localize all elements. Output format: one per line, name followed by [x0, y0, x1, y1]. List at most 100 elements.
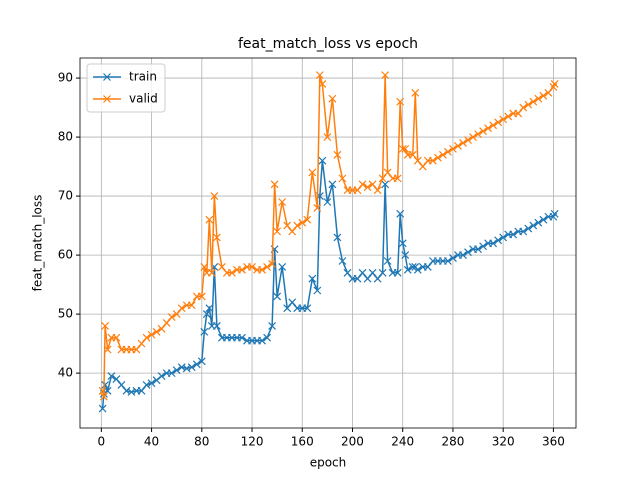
legend-label: train [129, 70, 157, 84]
y-tick-label: 80 [58, 130, 73, 144]
marker [443, 257, 452, 265]
marker [469, 133, 477, 141]
marker [459, 139, 467, 147]
marker [303, 304, 312, 313]
marker [550, 80, 559, 88]
marker [263, 333, 272, 342]
marker [187, 363, 196, 372]
marker [98, 386, 107, 395]
marker [343, 268, 352, 277]
marker [212, 233, 221, 242]
marker [408, 262, 417, 271]
marker [101, 380, 110, 389]
marker [328, 180, 337, 189]
marker [479, 242, 488, 251]
y-tick-label: 50 [58, 307, 73, 321]
marker [103, 345, 112, 354]
marker [323, 133, 332, 141]
marker [333, 150, 342, 159]
marker [217, 262, 226, 271]
series-line [101, 74, 556, 397]
x-tick-label: 120 [241, 435, 264, 449]
marker [273, 292, 282, 301]
marker [393, 268, 402, 277]
marker [464, 136, 472, 144]
marker [363, 183, 372, 192]
marker [205, 215, 214, 224]
marker [147, 330, 156, 339]
marker [323, 198, 332, 206]
marker [167, 369, 176, 378]
marker [363, 274, 372, 283]
marker [318, 80, 327, 88]
marker [248, 262, 256, 271]
marker [172, 310, 181, 319]
marker [328, 94, 337, 103]
marker [393, 174, 402, 183]
marker [524, 100, 533, 109]
y-tick-label: 70 [58, 189, 73, 203]
marker [308, 274, 317, 283]
marker [112, 375, 121, 383]
marker [258, 336, 267, 345]
marker [177, 304, 186, 313]
x-axis-label: epoch [310, 456, 347, 470]
marker [333, 233, 342, 242]
marker [539, 215, 548, 224]
marker [238, 333, 246, 342]
marker [514, 109, 523, 118]
marker [112, 333, 121, 342]
marker [529, 221, 538, 230]
marker [117, 380, 126, 389]
marker [373, 274, 382, 283]
marker [534, 94, 543, 103]
marker [519, 227, 528, 236]
marker [464, 248, 472, 257]
marker [288, 227, 297, 236]
x-tick-label: 40 [144, 435, 159, 449]
marker [107, 372, 116, 380]
marker [443, 147, 452, 156]
marker [454, 142, 462, 150]
marker [273, 227, 282, 236]
marker [137, 339, 146, 348]
marker [303, 215, 312, 224]
marker [539, 91, 548, 100]
marker [197, 292, 206, 301]
marker [423, 262, 432, 271]
x-tick-label: 200 [341, 435, 364, 449]
marker [157, 372, 166, 380]
legend-label: valid [129, 92, 158, 106]
marker [200, 327, 209, 336]
marker [167, 313, 176, 321]
marker [192, 360, 201, 369]
marker [210, 192, 219, 201]
marker [403, 265, 412, 274]
marker [544, 88, 553, 97]
marker [524, 224, 533, 233]
marker [398, 144, 407, 153]
marker [132, 345, 141, 354]
marker [433, 153, 442, 162]
marker [378, 174, 387, 183]
x-tick-label: 0 [98, 435, 106, 449]
marker [99, 392, 108, 401]
marker [484, 124, 493, 133]
marker [413, 156, 422, 165]
marker [474, 130, 482, 139]
marker [504, 112, 513, 121]
marker [278, 262, 287, 271]
marker [142, 333, 151, 342]
marker [338, 174, 347, 183]
marker [449, 254, 457, 262]
marker [313, 286, 322, 295]
marker [293, 221, 302, 230]
marker [396, 97, 405, 106]
marker [499, 115, 508, 124]
marker [358, 180, 367, 189]
marker [381, 71, 390, 80]
marker [187, 301, 196, 310]
marker [197, 357, 206, 366]
marker [202, 310, 211, 319]
